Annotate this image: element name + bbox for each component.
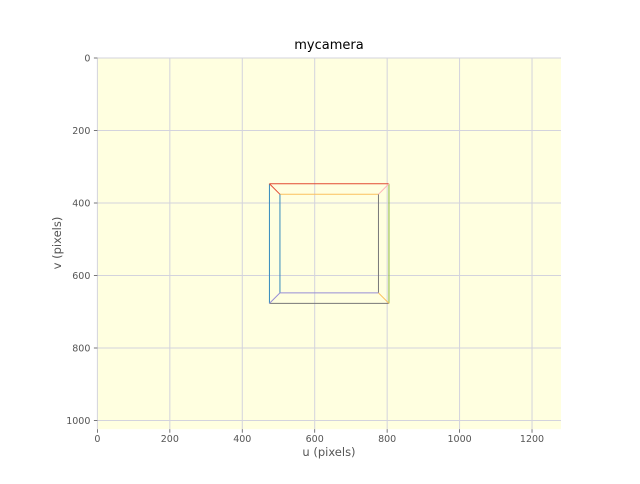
y-axis-label: v (pixels) [50,217,64,270]
plot-area [97,58,562,430]
grid [96,57,561,430]
x-tick-label: 800 [378,434,396,445]
box-edge [269,292,281,304]
y-tick-label: 1000 [66,416,90,427]
x-tick-label: 600 [306,434,324,445]
y-tick-label: 200 [72,126,90,137]
y-tick-label: 400 [72,199,90,210]
box-edge [269,183,281,195]
x-tick-label: 0 [94,434,100,445]
x-axis-label: u (pixels) [302,445,355,459]
x-tick-label: 200 [161,434,179,445]
projected-box [268,183,390,304]
y-tick-label: 600 [72,271,90,282]
box-edge [378,183,390,195]
x-tick-label: 1000 [447,434,471,445]
y-tick-label: 0 [84,54,90,65]
box-edge [378,292,390,304]
x-tick-label: 400 [233,434,251,445]
chart-title: mycamera [294,38,363,53]
ticks: 0 200 400 600 800 1000 1200 0 200 400 600 800 1000 [66,54,544,446]
x-tick-label: 1200 [520,434,544,445]
y-tick-label: 800 [72,344,90,355]
